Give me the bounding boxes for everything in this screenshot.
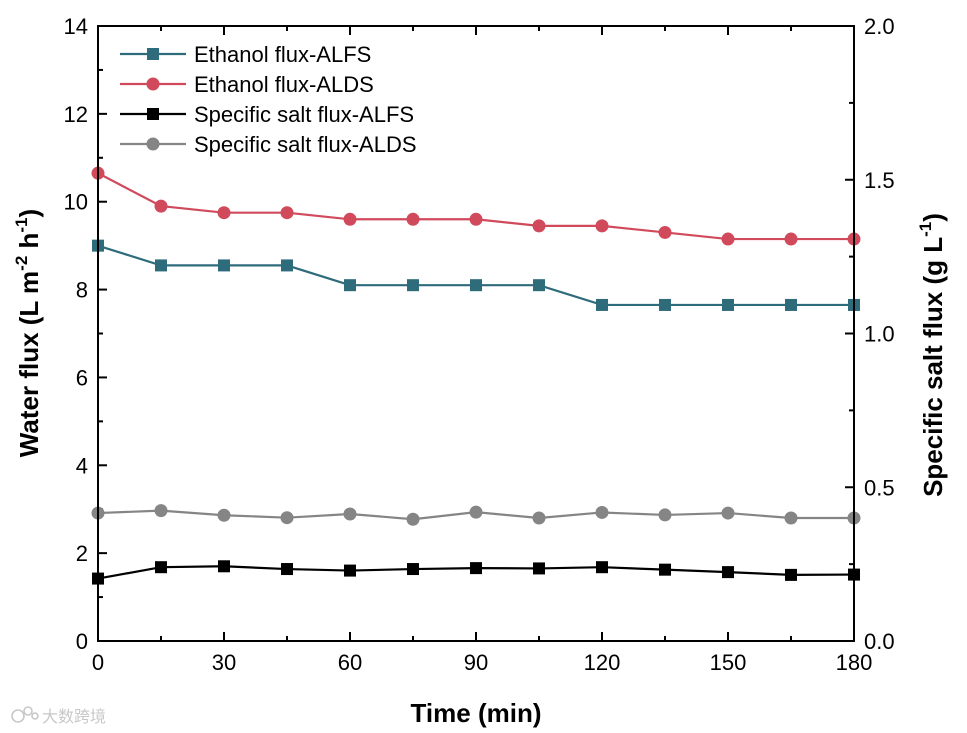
left-tick-label: 8 <box>76 278 88 303</box>
data-point <box>785 568 797 581</box>
left-tick-label: 14 <box>64 14 88 39</box>
right-tick-label: 2.0 <box>864 14 895 39</box>
x-tick-label: 0 <box>92 650 104 675</box>
left-tick-label: 2 <box>76 541 88 566</box>
series-1 <box>91 166 861 246</box>
legend: Ethanol flux-ALFS Ethanol flux-ALDS Specif… <box>120 42 417 157</box>
left-tick-label: 12 <box>64 102 88 127</box>
data-point <box>595 219 609 233</box>
x-tick-label: 60 <box>338 650 362 675</box>
legend-label: Specific salt flux-ALFS <box>194 102 414 127</box>
left-tick-label: 10 <box>64 190 88 215</box>
data-point <box>155 259 167 272</box>
watermark: 大数跨境 <box>11 706 106 726</box>
plot-frame <box>97 25 855 642</box>
x-tick-label: 120 <box>584 650 621 675</box>
data-point <box>281 563 293 576</box>
data-point <box>469 212 483 226</box>
x-tick-label: 150 <box>710 650 747 675</box>
data-point <box>785 298 797 311</box>
data-point <box>722 566 734 579</box>
data-point <box>784 511 798 525</box>
right-axis-title: Specific salt flux (g L-1) <box>916 213 948 497</box>
data-point <box>281 259 293 272</box>
right-tick-label: 1.0 <box>864 322 895 347</box>
legend-item: Specific salt flux-ALDS <box>120 132 417 157</box>
legend-swatch-marker <box>146 137 160 151</box>
legend-label: Specific salt flux-ALDS <box>194 132 417 157</box>
right-tick-label: 0.0 <box>864 629 895 654</box>
right-tick-label: 1.5 <box>864 168 895 193</box>
data-point <box>658 508 672 522</box>
data-point <box>784 232 798 246</box>
data-point <box>344 279 356 292</box>
logo-icon <box>11 706 39 723</box>
data-point <box>406 212 420 226</box>
data-point <box>154 504 168 518</box>
data-point <box>595 505 609 519</box>
data-point <box>532 511 546 525</box>
data-point <box>155 561 167 574</box>
left-tick-label: 0 <box>76 629 88 654</box>
legend-label: Ethanol flux-ALFS <box>194 42 371 67</box>
data-point <box>344 564 356 577</box>
data-point <box>658 225 672 239</box>
legend-swatch-marker <box>147 48 159 60</box>
data-point <box>659 298 671 311</box>
data-point <box>407 563 419 576</box>
data-point <box>154 199 168 213</box>
legend-swatch-marker <box>146 77 160 91</box>
data-point <box>533 562 545 575</box>
left-tick-label: 6 <box>76 365 88 390</box>
data-point <box>217 206 231 220</box>
x-tick-label: 30 <box>212 650 236 675</box>
left-tick-label: 4 <box>76 453 88 478</box>
data-point <box>721 506 735 520</box>
data-point <box>218 259 230 272</box>
data-point <box>533 279 545 292</box>
data-point <box>532 219 546 233</box>
data-point <box>596 561 608 574</box>
data-point <box>217 508 231 522</box>
data-point <box>218 560 230 573</box>
data-point <box>596 298 608 311</box>
x-tick-label: 180 <box>836 650 873 675</box>
data-point <box>343 212 357 226</box>
series-2 <box>92 560 860 585</box>
x-tick-label: 90 <box>464 650 488 675</box>
data-point <box>659 563 671 576</box>
right-tick-label: 0.5 <box>864 475 895 500</box>
tick-labels: 0 30 60 90 120 150 180 0 2 4 6 8 10 12 14 0.0 0.5 1.0 1.5 2… <box>64 14 895 675</box>
data-point <box>469 505 483 519</box>
data-point <box>407 279 419 292</box>
legend-swatch-marker <box>147 108 159 120</box>
legend-item: Ethanol flux-ALDS <box>120 72 374 97</box>
data-point <box>470 562 482 575</box>
data-point <box>470 279 482 292</box>
data-point <box>721 232 735 246</box>
legend-item: Specific salt flux-ALFS <box>120 102 414 127</box>
data-point <box>722 298 734 311</box>
legend-label: Ethanol flux-ALDS <box>194 72 374 97</box>
data-point <box>406 512 420 526</box>
data-point <box>280 511 294 525</box>
data-point <box>280 206 294 220</box>
data-point <box>343 507 357 521</box>
x-axis-title: Time (min) <box>411 698 542 728</box>
series-0 <box>92 239 860 311</box>
left-axis-title: Water flux (L m-2 h-1) <box>12 209 44 457</box>
watermark-text: 大数跨境 <box>42 707 106 726</box>
legend-item: Ethanol flux-ALFS <box>120 42 371 67</box>
